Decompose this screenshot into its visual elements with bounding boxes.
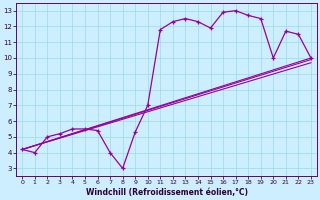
X-axis label: Windchill (Refroidissement éolien,°C): Windchill (Refroidissement éolien,°C)	[85, 188, 248, 197]
